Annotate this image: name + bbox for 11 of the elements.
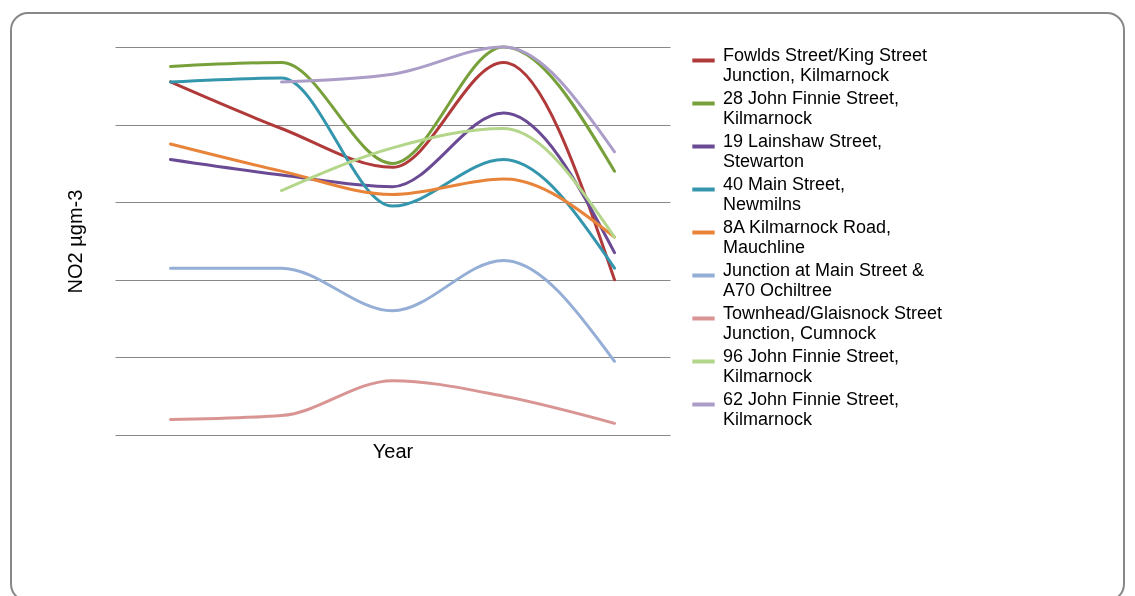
legend-label: Junction at Main Street & A70 Ochiltree [723,259,925,300]
legend-label: 62 John Finnie Street, Kilmarnock [723,388,900,429]
legend-label: 96 John Finnie Street, Kilmarnock [723,345,900,386]
legend-label: 8A Kilmarnock Road, Mauchline [723,216,892,257]
y-axis-title: NO2 µgm-3 [63,189,86,294]
legend-label: Fowlds Street/King Street Junction, Kilmarnock [723,44,928,85]
x-axis-title: Year [372,439,414,462]
legend-label: Townhead/Glaisnock Street Junction, Cumnock [723,302,943,343]
legend-label: 40 Main Street, Newmilns [723,173,846,214]
legend-label: 19 Lainshaw Street, Stewarton [723,130,883,171]
legend-label: 28 John Finnie Street, Kilmarnock [723,87,900,128]
